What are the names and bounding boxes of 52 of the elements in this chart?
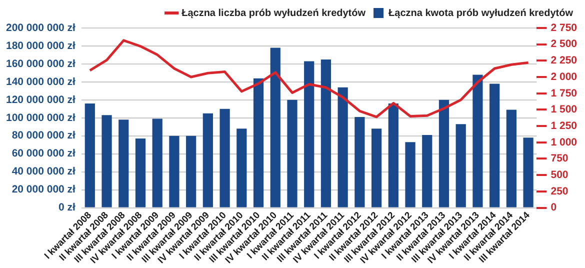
bar: [270, 48, 280, 208]
bar: [253, 78, 264, 208]
bar: [388, 104, 398, 208]
bar: [320, 59, 332, 208]
y2-tick-label: 1 750: [550, 87, 578, 100]
y2-tick-label: 2 500: [550, 38, 578, 50]
bar: [438, 100, 450, 208]
y-tick-label: 140 000 000 zł: [6, 76, 76, 88]
bar: [118, 120, 129, 208]
bar: [338, 87, 348, 208]
y2-tick-label: 750: [550, 152, 568, 165]
y-tick-label: 200 000 000 zł: [6, 22, 76, 34]
bar: [490, 84, 500, 208]
bar: [169, 136, 180, 208]
bar: [506, 110, 516, 208]
y2-tick-label: 500: [550, 168, 568, 181]
y-tick-label: 80 000 000 zł: [12, 130, 76, 142]
bar: [152, 118, 162, 208]
y-tick-label: 60 000 000 zł: [12, 148, 76, 160]
bar: [523, 138, 534, 208]
y-tick-label: 40 000 000 zł: [12, 166, 76, 178]
bar: [456, 124, 466, 208]
bar: [371, 128, 382, 208]
y2-tick-label: 250: [550, 185, 568, 198]
bar: [304, 61, 314, 208]
y2-tick-label: 2 000: [550, 70, 578, 83]
legend-label: Łączna liczba prób wyłudzeń kredytów: [182, 8, 366, 19]
bar: [220, 108, 230, 208]
y2-tick-label: 0: [550, 202, 557, 214]
y2-tick-label: 1 250: [550, 120, 578, 132]
bar: [135, 138, 146, 208]
y2-tick-label: 1 500: [550, 104, 578, 116]
y-tick-label: 100 000 000 zł: [6, 112, 76, 124]
y-tick-label: 120 000 000 zł: [6, 94, 76, 106]
bar: [102, 115, 112, 208]
bar: [354, 116, 365, 208]
y-tick-label: 0 zł: [58, 202, 76, 214]
legend-label: Łączna kwota prób wyłudzeń kredytów: [388, 8, 574, 19]
bar: [236, 128, 247, 208]
bar: [472, 74, 483, 208]
bar: [422, 134, 432, 208]
y2-tick-label: 2 750: [550, 22, 578, 34]
y-tick-label: 160 000 000 zł: [6, 58, 76, 70]
bar: [405, 142, 416, 208]
bar: [202, 113, 213, 208]
y-tick-label: 180 000 000 zł: [6, 40, 76, 52]
y-tick-label: 20 000 000 zł: [12, 184, 76, 196]
bar: [287, 100, 298, 208]
y2-tick-label: 2 250: [550, 54, 578, 67]
bar: [186, 136, 196, 208]
y2-tick-label: 1 000: [550, 136, 578, 148]
bar: [84, 104, 95, 208]
